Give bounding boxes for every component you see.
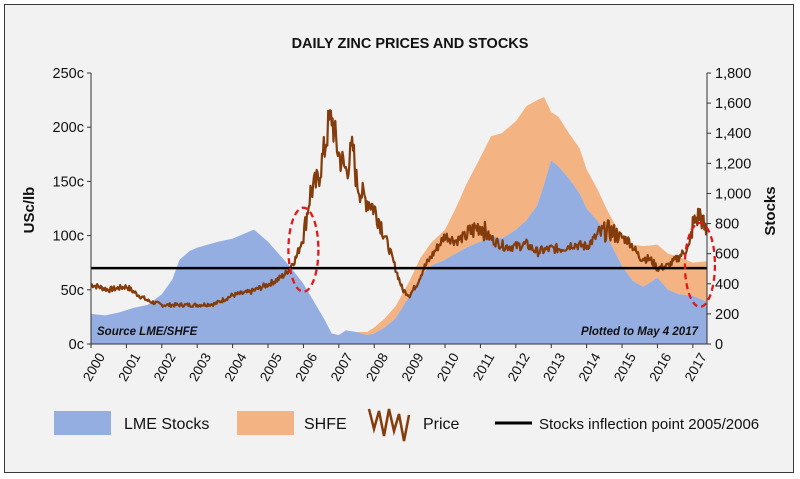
y-tick-label: 150c [53, 174, 84, 190]
legend-swatch-price [367, 408, 411, 442]
legend-label-lme: LME Stocks [124, 416, 209, 433]
x-tick-label: 2016 [646, 350, 674, 384]
y2-tick-label: 1,400 [715, 126, 751, 142]
x-tick-label: 2017 [682, 350, 710, 384]
chart-frame: DAILY ZINC PRICES AND STOCKS 0c 50c 100c 15… [4, 4, 794, 473]
x-tick-label: 2010 [434, 350, 462, 384]
legend-label-shfe: SHFE [304, 416, 347, 433]
x-tick-label: 2003 [186, 350, 214, 384]
lme-stocks-area [91, 160, 707, 344]
y2-tick-label: 1,000 [715, 186, 751, 202]
x-tick-label: 2004 [222, 350, 250, 384]
y2-tick-label: 0 [715, 337, 723, 353]
chart-title: DAILY ZINC PRICES AND STOCKS [292, 36, 529, 52]
shfe-stocks-area [91, 97, 707, 335]
y2-tick-label: 800 [715, 217, 739, 233]
plotted-annotation: Plotted to May 4 2017 [581, 326, 699, 338]
highlight-ellipse [287, 206, 320, 293]
y2-tick-label: 1,200 [715, 156, 751, 172]
legend-label-inflection: Stocks inflection point 2005/2006 [539, 416, 759, 433]
highlight-ellipse [683, 221, 717, 309]
x-tick-label: 2008 [363, 350, 391, 384]
x-tick-label: 2001 [115, 350, 143, 384]
x-tick-label: 2009 [399, 350, 427, 384]
x-tick-label: 2006 [292, 350, 320, 384]
x-tick-label: 2005 [257, 350, 285, 384]
x-tick-label: 2000 [80, 350, 108, 384]
source-annotation: Source LME/SHFE [97, 326, 198, 338]
y-tick-label: 50c [61, 283, 84, 299]
x-tick-label: 2011 [470, 350, 498, 383]
legend-swatch-shfe [237, 411, 294, 435]
y2-axis-label: Stocks [762, 186, 779, 235]
y-tick-label: 100c [53, 229, 84, 245]
x-tick-label: 2015 [611, 350, 639, 384]
y2-tick-label: 200 [715, 307, 739, 323]
legend: LME Stocks SHFE Price Stocks inflection … [54, 408, 759, 442]
y-tick-label: 200c [53, 120, 84, 136]
y2-tick-label: 1,800 [715, 66, 751, 82]
y2-tick-label: 1,600 [715, 96, 751, 112]
y-tick-label: 250c [53, 66, 84, 82]
y-axis-label: USc/lb [21, 187, 38, 234]
price-line [91, 109, 707, 308]
legend-swatch-lme [54, 411, 111, 435]
y2-tick-label: 400 [715, 277, 739, 293]
y2-tick-label: 600 [715, 247, 739, 263]
legend-label-price: Price [423, 416, 460, 433]
x-tick-label: 2013 [540, 350, 568, 384]
x-tick-label: 2014 [576, 350, 604, 384]
y-tick-label: 0c [69, 337, 84, 353]
x-tick-label: 2007 [328, 350, 356, 384]
x-tick-label: 2002 [151, 350, 179, 384]
zinc-chart: DAILY ZINC PRICES AND STOCKS 0c 50c 100c 15… [21, 36, 779, 442]
x-tick-label: 2012 [505, 350, 533, 384]
